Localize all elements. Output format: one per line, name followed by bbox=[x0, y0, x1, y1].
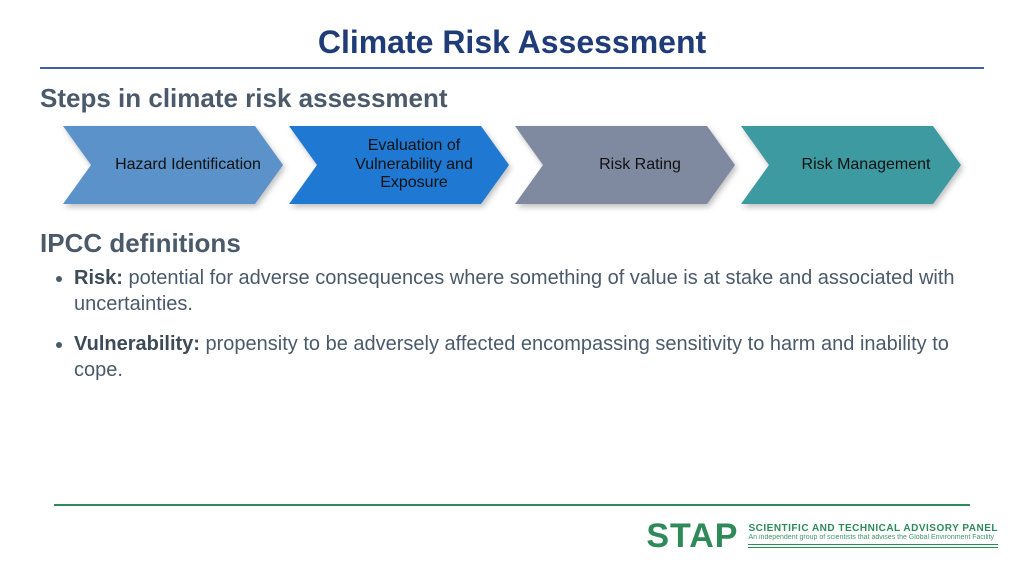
logo-text-block: SCIENTIFIC AND TECHNICAL ADVISORY PANEL … bbox=[748, 523, 998, 550]
title-rule bbox=[40, 67, 984, 69]
logo-acronym: STAP bbox=[646, 517, 738, 556]
definition-term: Vulnerability: bbox=[74, 333, 200, 355]
definition-text: potential for adverse consequences where… bbox=[74, 267, 955, 315]
slide: Climate Risk Assessment Steps in climate… bbox=[0, 0, 1024, 576]
process-step-label: Risk Rating bbox=[555, 126, 725, 204]
logo-underlines bbox=[748, 544, 998, 548]
steps-subtitle: Steps in climate risk assessment bbox=[40, 83, 984, 114]
process-step-label: Risk Management bbox=[781, 126, 951, 204]
process-chevron-row: Hazard Identification Evaluation of Vulne… bbox=[40, 126, 984, 204]
process-step-label: Evaluation of Vulnerability and Exposure bbox=[329, 126, 499, 204]
definition-term: Risk: bbox=[74, 267, 123, 289]
definition-text: propensity to be adversely affected enco… bbox=[74, 333, 949, 381]
slide-title: Climate Risk Assessment bbox=[40, 24, 984, 61]
definition-item: Vulnerability: propensity to be adversel… bbox=[74, 331, 984, 383]
process-step: Risk Rating bbox=[515, 126, 735, 204]
definition-item: Risk: potential for adverse consequences… bbox=[74, 265, 984, 317]
process-step: Hazard Identification bbox=[63, 126, 283, 204]
footer-rule bbox=[54, 504, 970, 506]
process-step: Evaluation of Vulnerability and Exposure bbox=[289, 126, 509, 204]
process-step: Risk Management bbox=[741, 126, 961, 204]
stap-logo: STAP SCIENTIFIC AND TECHNICAL ADVISORY P… bbox=[646, 517, 998, 556]
logo-line2: An independent group of scientists that … bbox=[748, 534, 998, 542]
logo-line1: SCIENTIFIC AND TECHNICAL ADVISORY PANEL bbox=[748, 523, 998, 534]
process-step-label: Hazard Identification bbox=[103, 126, 273, 204]
definitions-heading: IPCC definitions bbox=[40, 228, 984, 259]
definitions-list: Risk: potential for adverse consequences… bbox=[40, 265, 984, 383]
